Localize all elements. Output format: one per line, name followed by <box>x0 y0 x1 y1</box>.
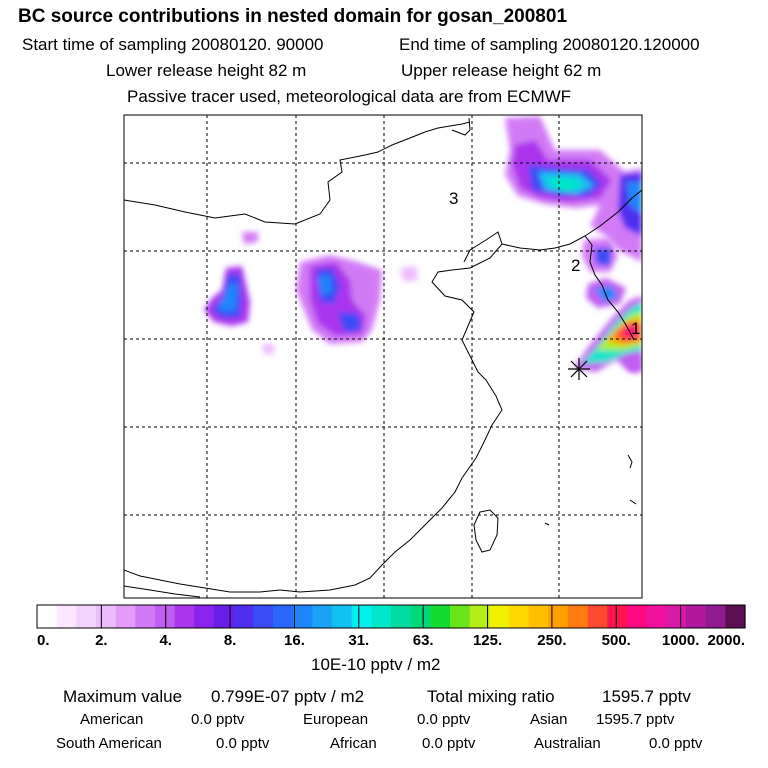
colorbar-tick-label: 500. <box>602 632 631 649</box>
plot-title: BC source contributions in nested domain… <box>18 6 568 27</box>
colorbar-swatch <box>489 605 510 628</box>
colorbar-swatch <box>509 605 530 628</box>
colorbar-tick-label: 0. <box>37 632 50 649</box>
colorbar-unit: 10E-10 pptv / m2 <box>311 655 441 674</box>
region-value-australian: 0.0 pptv <box>649 735 703 752</box>
colorbar-swatch <box>194 605 215 628</box>
total-mixing-label: Total mixing ratio <box>427 687 555 706</box>
colorbar-swatch <box>96 605 117 628</box>
upper-release-height: Upper release height 62 m <box>401 61 602 80</box>
colorbar-swatch <box>627 605 648 628</box>
colorbar-swatch <box>174 605 195 628</box>
colorbar-ticks: 0. 2. 4. 8. 16. 31. 63. 125. 250. 500. 1000. 2000. <box>37 605 745 649</box>
colorbar-swatch <box>312 605 333 628</box>
lower-release-height: Lower release height 82 m <box>106 61 307 80</box>
colorbar-swatch <box>587 605 608 628</box>
region-name-australian: Australian <box>534 735 601 752</box>
colorbar-tick-label: 16. <box>284 632 305 649</box>
region-value-african: 0.0 pptv <box>422 735 476 752</box>
colorbar-tick-label: 125. <box>473 632 502 649</box>
colorbar-swatch <box>371 605 392 628</box>
colorbar-swatch <box>56 605 77 628</box>
colorbar-swatch <box>135 605 156 628</box>
region-value-european: 0.0 pptv <box>417 711 471 728</box>
region-value-asian: 1595.7 pptv <box>596 711 675 728</box>
colorbar-swatch <box>528 605 549 628</box>
max-value: 0.799E-07 pptv / m2 <box>211 687 365 706</box>
colorbar-swatch <box>666 605 687 628</box>
colorbar-swatch <box>253 605 274 628</box>
colorbar-tick-label: 8. <box>224 632 237 649</box>
colorbar-swatch <box>705 605 726 628</box>
concentration-field <box>204 116 642 372</box>
colorbar-tick-label: 1000. <box>662 632 700 649</box>
region-name-european: European <box>303 711 369 728</box>
colorbar-swatch <box>292 605 313 628</box>
colorbar-swatch <box>391 605 412 628</box>
colorbar-tick-label: 2. <box>95 632 108 649</box>
colorbar-swatch <box>646 605 667 628</box>
total-mixing-value: 1595.7 pptv <box>602 687 691 706</box>
start-time: Start time of sampling 20080120. 90000 <box>22 35 324 54</box>
receptor-asterisk-marker <box>568 358 590 380</box>
colorbar-swatch <box>686 605 707 628</box>
colorbar-frame <box>36 604 746 629</box>
end-time: End time of sampling 20080120.120000 <box>399 35 700 54</box>
colorbar-swatch <box>214 605 235 628</box>
colorbar-swatch <box>469 605 490 628</box>
colorbar-tick-label: 4. <box>159 632 172 649</box>
gridlines <box>124 115 642 598</box>
colorbar-swatch <box>548 605 569 628</box>
colorbar-swatch <box>37 605 58 628</box>
colorbar <box>36 604 746 629</box>
colorbar-tick-label: 250. <box>537 632 566 649</box>
coastlines <box>124 117 642 598</box>
region-name-asian: Asian <box>530 711 568 728</box>
region-name-south-american: South American <box>56 735 162 752</box>
region-value-american: 0.0 pptv <box>191 711 245 728</box>
max-value-label: Maximum value <box>63 687 183 706</box>
region-name-african: African <box>330 735 377 752</box>
colorbar-swatch <box>351 605 372 628</box>
region-label-2: 2 <box>571 256 580 275</box>
colorbar-swatch <box>430 605 451 628</box>
region-value-south-american: 0.0 pptv <box>216 735 270 752</box>
colorbar-swatch <box>155 605 176 628</box>
colorbar-swatch <box>450 605 471 628</box>
colorbar-swatch <box>233 605 254 628</box>
colorbar-swatch <box>115 605 136 628</box>
region-label-3: 3 <box>449 189 458 208</box>
colorbar-swatch <box>332 605 353 628</box>
region-name-american: American <box>80 711 144 728</box>
colorbar-swatch <box>76 605 97 628</box>
colorbar-tick-label: 31. <box>348 632 369 649</box>
colorbar-tick-label: 2000. <box>707 632 745 649</box>
map-frame <box>123 114 643 599</box>
colorbar-swatch <box>568 605 589 628</box>
colorbar-swatch <box>725 605 746 628</box>
colorbar-swatch <box>410 605 431 628</box>
colorbar-tick-label: 63. <box>413 632 434 649</box>
tracer-note: Passive tracer used, meteorological data… <box>127 87 572 106</box>
colorbar-swatch <box>607 605 628 628</box>
colorbar-swatch <box>273 605 294 628</box>
region-label-1: 1 <box>631 319 640 338</box>
